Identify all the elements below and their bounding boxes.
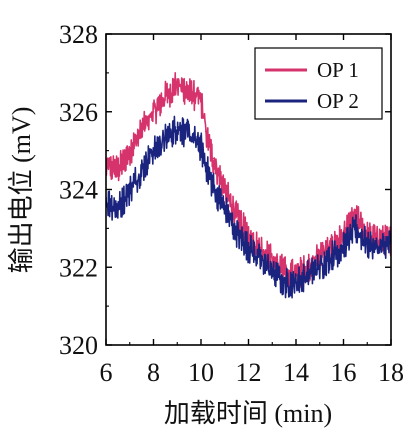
data-point bbox=[378, 247, 380, 249]
data-point bbox=[212, 184, 214, 187]
data-point bbox=[188, 134, 190, 136]
data-point bbox=[204, 130, 207, 132]
data-point bbox=[330, 254, 333, 257]
data-point bbox=[128, 149, 131, 152]
data-point bbox=[140, 130, 143, 132]
data-point bbox=[283, 282, 285, 284]
data-point bbox=[176, 126, 179, 129]
data-point bbox=[247, 235, 250, 237]
data-point bbox=[366, 243, 369, 245]
y-tick-label: 320 bbox=[59, 331, 98, 360]
x-tick-label: 6 bbox=[100, 358, 113, 387]
data-point bbox=[188, 91, 190, 94]
data-point bbox=[128, 188, 131, 191]
data-point bbox=[342, 247, 345, 249]
y-axis-label: 输出电位 (mV) bbox=[7, 107, 36, 274]
data-point bbox=[271, 270, 274, 272]
ticks-layer bbox=[105, 33, 392, 346]
y-tick-label: 328 bbox=[59, 20, 98, 49]
legend-box bbox=[254, 47, 383, 120]
data-point bbox=[212, 157, 214, 160]
data-point bbox=[378, 239, 380, 241]
data-point bbox=[307, 274, 309, 276]
x-tick-label: 18 bbox=[378, 358, 404, 387]
series-layer bbox=[106, 71, 391, 299]
data-point bbox=[204, 165, 207, 167]
data-point bbox=[140, 169, 143, 171]
data-point bbox=[295, 282, 297, 284]
y-tick-label: 326 bbox=[59, 98, 98, 127]
legend: OP 1 OP 2 bbox=[254, 47, 383, 120]
data-point bbox=[117, 208, 119, 210]
data-point bbox=[235, 215, 238, 218]
x-tick-label: 16 bbox=[331, 358, 357, 387]
data-point bbox=[152, 149, 155, 152]
y-tick-label: 322 bbox=[59, 253, 98, 282]
data-point bbox=[164, 138, 167, 140]
legend-label-op2: OP 2 bbox=[317, 89, 359, 113]
data-point bbox=[259, 258, 262, 261]
data-point bbox=[117, 169, 119, 171]
data-point bbox=[200, 145, 202, 148]
data-point bbox=[354, 227, 357, 230]
data-point bbox=[223, 208, 226, 210]
data-point bbox=[283, 270, 285, 272]
x-tick-label: 12 bbox=[236, 358, 262, 387]
x-axis-label: 加载时间 (min) bbox=[164, 399, 332, 428]
x-tick-label: 10 bbox=[188, 358, 214, 387]
tick-labels-layer: 6 8 10 12 14 16 18 320 322 324 326 328 bbox=[59, 20, 404, 387]
data-point bbox=[200, 99, 202, 101]
y-tick-label: 324 bbox=[59, 176, 98, 205]
legend-label-op1: OP 1 bbox=[317, 58, 359, 82]
series-line-op2 bbox=[106, 115, 391, 299]
data-point bbox=[247, 247, 250, 249]
data-point bbox=[176, 83, 179, 86]
x-tick-label: 8 bbox=[147, 358, 160, 387]
data-point bbox=[271, 258, 274, 261]
x-tick-label: 14 bbox=[283, 358, 309, 387]
data-point bbox=[152, 110, 155, 113]
data-point bbox=[164, 95, 167, 97]
data-point bbox=[223, 188, 226, 191]
data-point bbox=[235, 231, 238, 234]
data-point bbox=[318, 266, 321, 269]
